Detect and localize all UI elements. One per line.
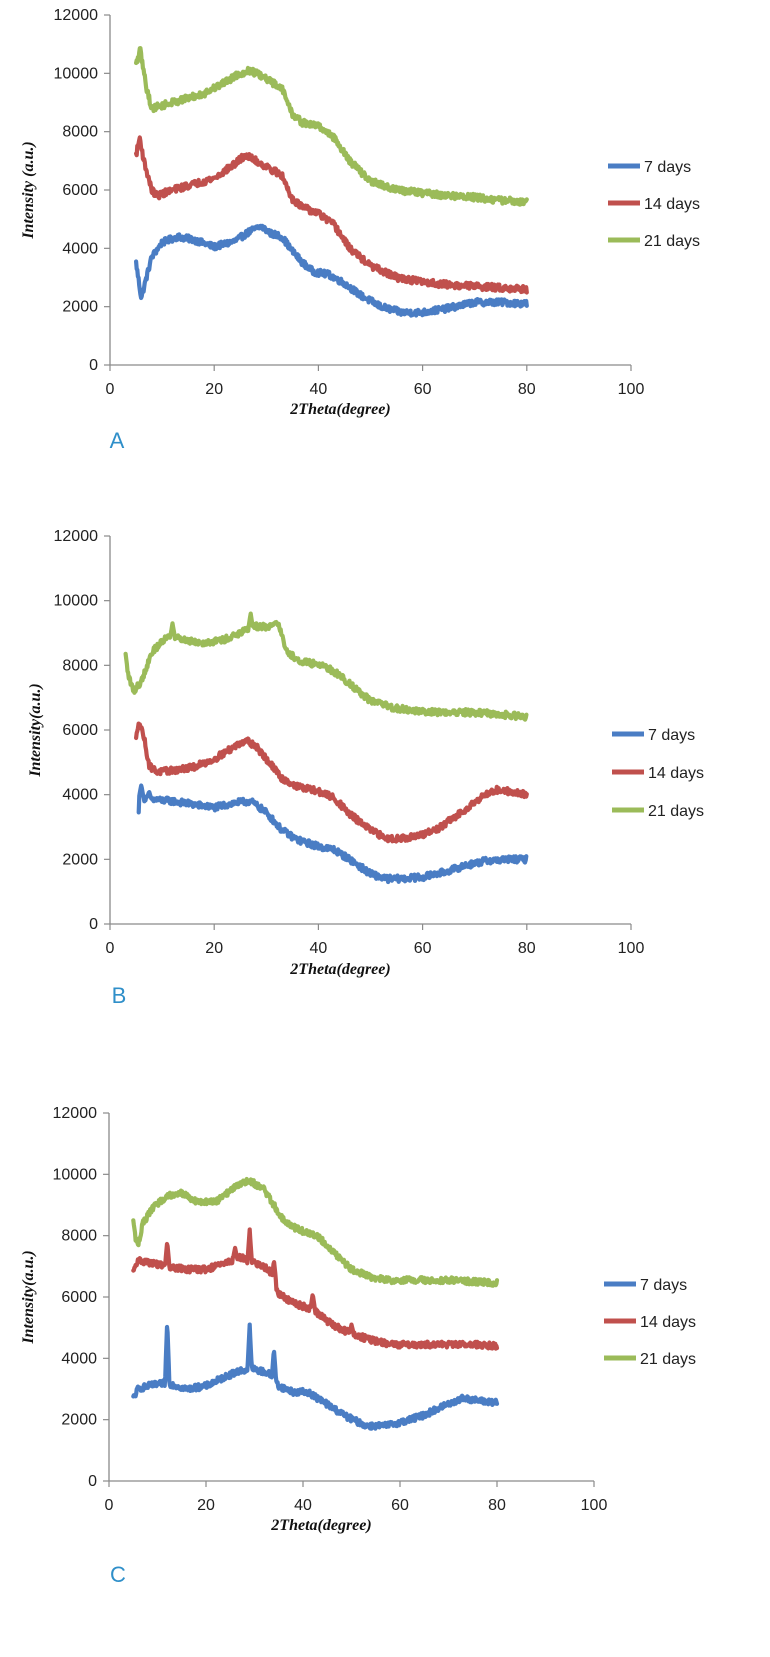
y-tick-label: 0 — [89, 916, 98, 933]
y-tick-label: 12000 — [54, 528, 99, 545]
legend-label: 21 days — [640, 1351, 696, 1368]
legend-label: 14 days — [644, 196, 700, 213]
panel-label: B — [112, 983, 127, 1008]
legend-label: 21 days — [648, 803, 704, 820]
x-tick-label: 0 — [105, 1497, 114, 1514]
x-tick-label: 20 — [205, 940, 223, 957]
chart-panel-b: 0 2000 4000 6000 8000 10000 12000 0 20 40 60 80 100 2… — [27, 528, 704, 1008]
y-tick-label: 4000 — [61, 1350, 97, 1367]
y-tick-label: 4000 — [62, 787, 98, 804]
x-tick-label: 100 — [581, 1497, 608, 1514]
y-tick-label: 6000 — [61, 1289, 97, 1306]
y-axis-title: Intensity(a.u.) — [20, 1250, 37, 1344]
x-tick-label: 60 — [391, 1497, 409, 1514]
x-axis-title: 2Theta(degree) — [289, 961, 390, 978]
x-tick-label: 80 — [518, 940, 536, 957]
y-tick-label: 8000 — [61, 1228, 97, 1245]
y-tick-label: 12000 — [54, 7, 99, 24]
chart-panel-a: 0 2000 4000 6000 8000 10000 12000 0 20 40 60 80 100 2… — [20, 7, 700, 453]
chart-panel-c: 0 2000 4000 6000 8000 10000 12000 0 20 40 60 80 100 2… — [20, 1105, 696, 1587]
x-tick-label: 100 — [618, 381, 645, 398]
y-tick-label: 2000 — [62, 299, 98, 316]
legend-label: 7 days — [648, 727, 695, 744]
legend-label: 14 days — [648, 765, 704, 782]
x-tick-label: 20 — [197, 1497, 215, 1514]
series-line-21-days — [123, 611, 529, 722]
y-tick-label: 6000 — [62, 182, 98, 199]
series-line-14-days — [134, 135, 529, 295]
y-tick-label: 0 — [88, 1473, 97, 1490]
series-line-7-days — [136, 783, 529, 885]
x-tick-label: 60 — [414, 940, 432, 957]
legend-label: 7 days — [644, 159, 691, 176]
y-axis-title: Intensity(a.u.) — [27, 683, 44, 777]
y-tick-label: 10000 — [54, 593, 99, 610]
x-tick-label: 60 — [414, 381, 432, 398]
series-line-14-days — [134, 721, 529, 844]
y-tick-label: 10000 — [54, 65, 99, 82]
x-tick-label: 80 — [518, 381, 536, 398]
legend-label: 14 days — [640, 1314, 696, 1331]
x-tick-label: 100 — [618, 940, 645, 957]
y-axis-title: Intensity (a.u.) — [20, 141, 37, 239]
y-tick-label: 0 — [89, 357, 98, 374]
series-line-21-days — [134, 46, 529, 207]
x-tick-label: 0 — [106, 381, 115, 398]
x-axis-title: 2Theta(degree) — [289, 401, 390, 418]
y-tick-label: 6000 — [62, 722, 98, 739]
panel-label: A — [110, 428, 125, 453]
y-tick-label: 4000 — [62, 240, 98, 257]
x-axis-title: 2Theta(degree) — [270, 1517, 371, 1534]
series-line-7-days — [134, 223, 529, 318]
x-tick-label: 40 — [310, 381, 328, 398]
legend-label: 7 days — [640, 1277, 687, 1294]
x-tick-label: 40 — [310, 940, 328, 957]
y-tick-label: 12000 — [53, 1105, 98, 1122]
y-tick-label: 2000 — [61, 1412, 97, 1429]
series-line-14-days — [131, 1227, 500, 1351]
x-tick-label: 20 — [205, 381, 223, 398]
series-line-21-days — [131, 1176, 500, 1288]
series-line-7-days — [131, 1322, 500, 1431]
x-tick-label: 80 — [488, 1497, 506, 1514]
y-tick-label: 8000 — [62, 657, 98, 674]
y-tick-label: 2000 — [62, 851, 98, 868]
y-tick-label: 10000 — [53, 1166, 98, 1183]
x-tick-label: 40 — [294, 1497, 312, 1514]
x-tick-label: 0 — [106, 940, 115, 957]
legend-label: 21 days — [644, 233, 700, 250]
panel-label: C — [110, 1562, 126, 1587]
y-tick-label: 8000 — [62, 124, 98, 141]
